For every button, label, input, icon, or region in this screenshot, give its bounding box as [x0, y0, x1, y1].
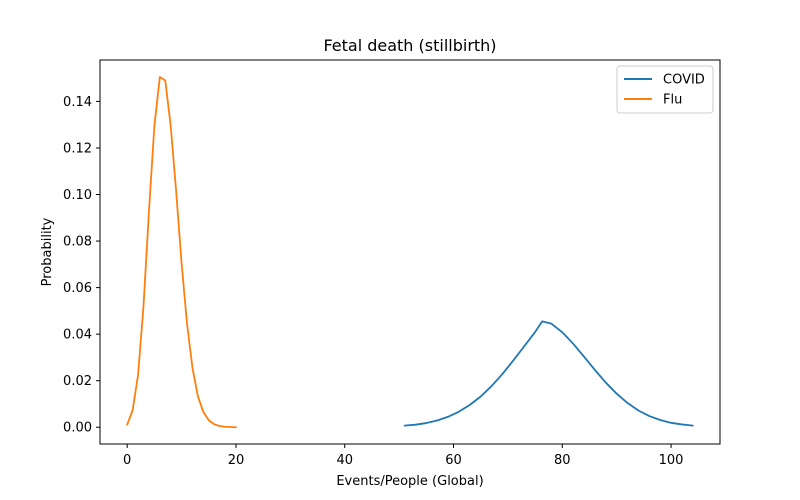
y-tick-label: 0.06 — [63, 281, 92, 296]
x-tick-label: 80 — [554, 453, 571, 468]
legend-label-covid: COVID — [663, 73, 705, 88]
x-tick-label: 60 — [445, 453, 462, 468]
legend-label-flu: Flu — [663, 93, 682, 108]
x-axis: 0 20 40 60 80 100 — [123, 444, 683, 468]
y-axis: 0.00 0.02 0.04 0.06 0.08 0.10 0.12 0.14 — [63, 95, 100, 436]
x-tick-label: 40 — [336, 453, 353, 468]
y-tick-label: 0.10 — [63, 188, 92, 203]
chart-title: Fetal death (stillbirth) — [323, 36, 496, 55]
y-tick-label: 0.00 — [63, 421, 92, 436]
y-tick-label: 0.08 — [63, 235, 92, 250]
x-axis-label: Events/People (Global) — [336, 474, 483, 489]
y-tick-label: 0.12 — [63, 141, 92, 156]
legend-box — [616, 65, 714, 114]
x-tick-label: 0 — [123, 453, 131, 468]
series-line-covid — [403, 320, 694, 427]
x-tick-label: 20 — [228, 453, 245, 468]
y-tick-label: 0.14 — [63, 95, 92, 110]
plot-frame — [99, 59, 721, 445]
plot-background — [100, 60, 720, 444]
series-line-flu — [126, 76, 237, 429]
x-tick-label: 100 — [659, 453, 684, 468]
legend: COVID Flu — [616, 65, 714, 114]
y-axis-label: Probability — [40, 217, 55, 286]
series-layer — [126, 76, 694, 429]
y-tick-label: 0.02 — [63, 374, 92, 389]
y-tick-label: 0.04 — [63, 328, 92, 343]
